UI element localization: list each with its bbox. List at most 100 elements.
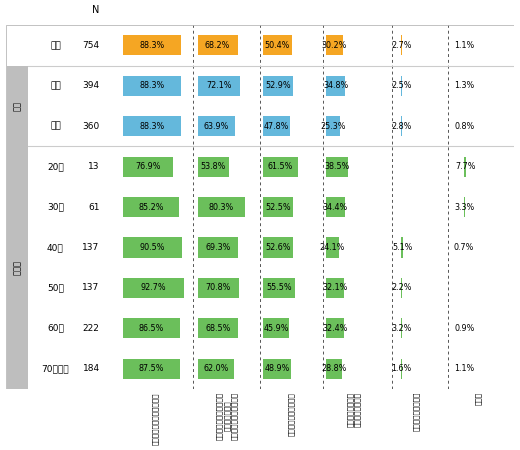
- Text: 32.1%: 32.1%: [322, 284, 347, 292]
- Text: 性別: 性別: [13, 101, 22, 111]
- Bar: [123, 35, 181, 55]
- Text: 184: 184: [83, 364, 100, 373]
- Text: 2.7%: 2.7%: [392, 41, 412, 50]
- Bar: [123, 237, 183, 257]
- Bar: [263, 35, 292, 55]
- Text: 62.0%: 62.0%: [203, 364, 228, 373]
- Text: 92.7%: 92.7%: [140, 284, 166, 292]
- Bar: [464, 157, 466, 177]
- Bar: [326, 237, 340, 257]
- Bar: [263, 197, 293, 217]
- Bar: [263, 318, 289, 338]
- Text: 0.7%: 0.7%: [454, 243, 474, 252]
- Text: 754: 754: [83, 41, 100, 50]
- Text: 24.1%: 24.1%: [320, 243, 345, 252]
- Bar: [263, 116, 290, 136]
- Text: 全体: 全体: [50, 41, 61, 50]
- Text: 72.1%: 72.1%: [206, 81, 231, 90]
- Bar: [123, 359, 180, 379]
- Bar: [263, 359, 291, 379]
- Text: 0.9%: 0.9%: [454, 324, 474, 333]
- Text: 40代: 40代: [47, 243, 64, 252]
- Text: 61: 61: [88, 202, 100, 211]
- Text: 5.1%: 5.1%: [392, 243, 412, 252]
- Bar: [326, 359, 342, 379]
- Text: 360: 360: [83, 122, 100, 130]
- Text: 運用成績によって変動する: 運用成績によって変動する: [152, 392, 159, 445]
- Text: 決算ごとに支払われる: 決算ごとに支払われる: [288, 392, 295, 436]
- Text: 25.3%: 25.3%: [320, 122, 346, 130]
- Bar: [464, 197, 465, 217]
- Text: 20代: 20代: [47, 162, 64, 171]
- Bar: [326, 116, 340, 136]
- Text: 2.5%: 2.5%: [392, 81, 412, 90]
- Text: N: N: [93, 5, 100, 15]
- Bar: [326, 278, 344, 298]
- Text: 0.8%: 0.8%: [454, 122, 474, 130]
- Text: 63.9%: 63.9%: [204, 122, 229, 130]
- Text: 1.1%: 1.1%: [454, 41, 474, 50]
- Text: 2.2%: 2.2%: [392, 284, 412, 292]
- Bar: [198, 197, 244, 217]
- Text: 28.8%: 28.8%: [321, 364, 346, 373]
- Text: 61.5%: 61.5%: [268, 162, 293, 171]
- Bar: [263, 237, 293, 257]
- Text: 53.8%: 53.8%: [201, 162, 226, 171]
- Text: 85.2%: 85.2%: [138, 202, 163, 211]
- Text: 70.8%: 70.8%: [206, 284, 231, 292]
- Bar: [123, 278, 184, 298]
- Bar: [401, 318, 402, 338]
- Text: 52.6%: 52.6%: [265, 243, 291, 252]
- Text: 68.2%: 68.2%: [205, 41, 230, 50]
- Text: 76.9%: 76.9%: [135, 162, 161, 171]
- Bar: [123, 76, 181, 96]
- Text: 86.5%: 86.5%: [138, 324, 164, 333]
- Bar: [263, 278, 295, 298]
- Text: 1.6%: 1.6%: [392, 364, 412, 373]
- Text: 88.3%: 88.3%: [139, 122, 164, 130]
- Bar: [401, 278, 402, 298]
- Text: 13: 13: [88, 162, 100, 171]
- Bar: [123, 318, 180, 338]
- Text: 88.3%: 88.3%: [139, 41, 164, 50]
- Text: 1.3%: 1.3%: [454, 81, 474, 90]
- Text: 68.5%: 68.5%: [205, 324, 230, 333]
- Bar: [326, 157, 347, 177]
- Text: 男性: 男性: [50, 81, 61, 90]
- Bar: [326, 35, 343, 55]
- Text: 1.1%: 1.1%: [454, 364, 474, 373]
- Text: 137: 137: [83, 284, 100, 292]
- Bar: [263, 76, 293, 96]
- Bar: [401, 237, 403, 257]
- Bar: [326, 76, 345, 96]
- Bar: [198, 237, 238, 257]
- Bar: [326, 318, 344, 338]
- Text: 3.2%: 3.2%: [392, 324, 412, 333]
- Text: 55.5%: 55.5%: [266, 284, 292, 292]
- Text: 38.5%: 38.5%: [324, 162, 349, 171]
- Bar: [263, 157, 298, 177]
- Text: 50.4%: 50.4%: [265, 41, 290, 50]
- Bar: [123, 157, 174, 177]
- Text: 知っているのはない: 知っているのはない: [413, 392, 420, 432]
- Text: 3.3%: 3.3%: [454, 202, 475, 211]
- Bar: [326, 197, 345, 217]
- Text: 69.3%: 69.3%: [205, 243, 231, 252]
- Text: 30.2%: 30.2%: [321, 41, 347, 50]
- Text: 394: 394: [83, 81, 100, 90]
- Text: 7.7%: 7.7%: [455, 162, 475, 171]
- Bar: [198, 318, 238, 338]
- Text: 47.8%: 47.8%: [264, 122, 289, 130]
- Bar: [198, 76, 240, 96]
- Text: 32.4%: 32.4%: [322, 324, 347, 333]
- Text: 女性: 女性: [50, 122, 61, 130]
- Bar: [198, 35, 238, 55]
- Bar: [401, 116, 402, 136]
- Text: 48.9%: 48.9%: [264, 364, 290, 373]
- Text: 52.9%: 52.9%: [265, 81, 291, 90]
- Bar: [198, 157, 229, 177]
- Text: 基準価額が下がる
支払われた額だけ: 基準価額が下がる 支払われた額だけ: [347, 392, 361, 427]
- Bar: [198, 359, 234, 379]
- Text: 45.9%: 45.9%: [264, 324, 289, 333]
- Text: 2.8%: 2.8%: [392, 122, 412, 130]
